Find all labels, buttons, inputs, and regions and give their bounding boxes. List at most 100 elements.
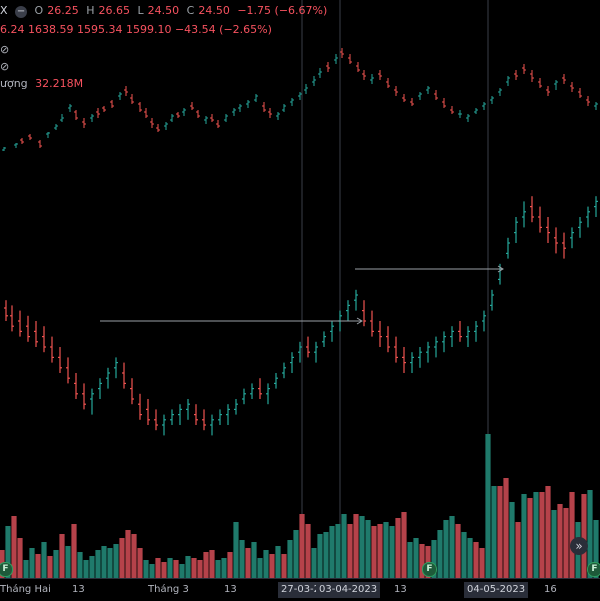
time-axis[interactable]: Tháng Hai 13 Tháng 3 13 27-03-20 03-04-2… (0, 578, 600, 601)
volume-bar (65, 546, 71, 578)
main-ohlc-bar (426, 341, 430, 363)
low-label: L (137, 4, 144, 17)
symbol-label[interactable]: X (0, 4, 8, 17)
index-ohlc-bar (334, 54, 338, 64)
event-badge-f[interactable]: F (422, 562, 437, 577)
volume-bar (215, 560, 221, 578)
index-ohlc-bar (474, 108, 478, 114)
volume-bar (71, 524, 77, 578)
main-ohlc-bar (474, 321, 478, 342)
volume-bar (359, 516, 365, 578)
index-ohlc-bar (356, 62, 360, 72)
volume-bar (341, 514, 347, 578)
index-ohlc-bar (386, 78, 390, 88)
index-ohlc-bar (46, 132, 50, 138)
volume-bar (545, 486, 551, 578)
index-ohlc-bar (14, 143, 18, 148)
main-ohlc-bar (186, 399, 190, 420)
volume-bar (35, 554, 41, 578)
volume-bar (467, 538, 473, 578)
index-ohlc-bar (326, 62, 330, 72)
index-ohlc-bar (304, 84, 308, 94)
volume-bar (329, 526, 335, 578)
main-ohlc-bar (290, 352, 294, 373)
volume-bar (395, 518, 401, 578)
volume-bar (515, 522, 521, 578)
main-ohlc-bar (250, 383, 254, 399)
main-ohlc-bar (378, 321, 382, 347)
main-ohlc-bar (330, 321, 334, 342)
volume-bar (527, 498, 533, 578)
event-badge-f[interactable]: F (587, 562, 600, 577)
legend-row-hide-2: ⊘ (0, 60, 16, 73)
volume-bar (101, 546, 107, 578)
index-ohlc-bar (490, 96, 494, 104)
index-ohlc-bar (530, 70, 534, 82)
volume-bar (521, 494, 527, 578)
main-ohlc-bar (162, 414, 166, 436)
volume-bar (293, 530, 299, 578)
volume-bar (257, 558, 263, 578)
volume-bar (275, 546, 281, 578)
index-ohlc-bar (458, 110, 462, 118)
volume-bar (551, 510, 557, 578)
axis-tick: Tháng 3 (148, 584, 189, 595)
volume-bar (191, 558, 197, 578)
main-ohlc-bar (274, 373, 278, 389)
volume-bar (413, 538, 419, 578)
eye-slash-icon[interactable]: ⊘ (0, 43, 10, 56)
eye-slash-icon[interactable]: ⊘ (0, 60, 10, 73)
main-ohlc-bar (346, 300, 350, 321)
axis-tick: 13 (394, 584, 407, 595)
scroll-right-icon[interactable]: » (570, 537, 588, 555)
volume-bar (95, 550, 101, 578)
index-ohlc-bar (466, 114, 470, 122)
volume-bar (107, 548, 113, 578)
index-ohlc-bar (290, 98, 294, 106)
volume-bar (227, 552, 233, 578)
drawn-arrows (100, 265, 504, 325)
main-ohlc-bar (570, 227, 574, 249)
index-ohlc-series (2, 48, 598, 151)
volume-bar (335, 524, 341, 578)
index-ohlc-bar (20, 138, 24, 144)
main-ohlc-bar (98, 378, 102, 399)
volume-bar (221, 558, 227, 578)
volume-bar (119, 538, 125, 578)
minus-icon[interactable]: − (15, 6, 28, 18)
volume-bar (143, 560, 149, 578)
index-ohlc-bar (362, 70, 366, 80)
index-ohlc-bar (498, 88, 502, 96)
index-ohlc-bar (370, 74, 374, 84)
volume-bar (449, 516, 455, 578)
volume-bar (113, 544, 119, 578)
axis-tick: 13 (72, 584, 85, 595)
index-ohlc-bar (28, 134, 32, 140)
volume-bar (317, 534, 323, 578)
index-ohlc-bar (394, 86, 398, 96)
main-ohlc-bar (482, 310, 486, 332)
main-ohlc-bar (402, 347, 406, 373)
volume-bar (587, 490, 593, 578)
main-ohlc-bar (594, 196, 598, 217)
main-ohlc-bar (266, 383, 270, 405)
volume-bar (323, 532, 329, 578)
volume-bar (509, 502, 515, 578)
index-ohlc-bar (110, 100, 114, 108)
index-ohlc-bar (138, 102, 142, 112)
index-ohlc-bar (164, 122, 168, 130)
main-ohlc-bar (370, 310, 374, 337)
volume-bar (281, 554, 287, 578)
main-ohlc-bar (34, 321, 38, 347)
volume-bar (137, 548, 143, 578)
main-ohlc-bar (490, 289, 494, 311)
open-value: 26.25 (47, 4, 79, 17)
index-ohlc-bar (562, 74, 566, 84)
main-ohlc-bar (50, 336, 54, 363)
index-ohlc-bar (38, 140, 42, 148)
volume-bar (491, 486, 497, 578)
main-ohlc-bar (210, 414, 214, 436)
volume-bar (203, 552, 209, 578)
event-badge-f[interactable]: F (0, 562, 13, 577)
